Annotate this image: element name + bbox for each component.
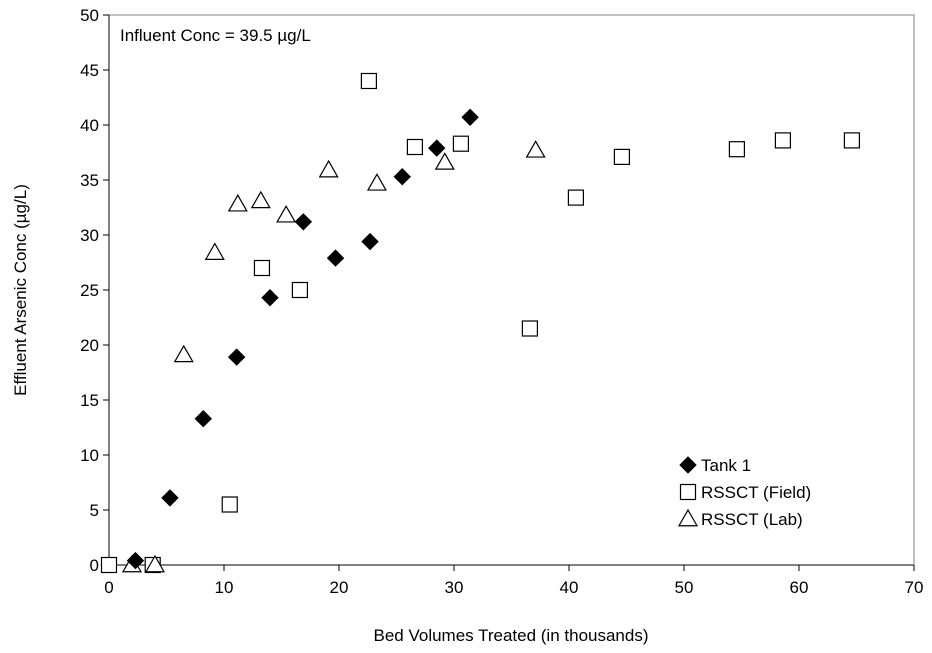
x-tick-label: 40 — [560, 578, 579, 597]
series-tank-1 — [126, 108, 479, 570]
tank-1-point — [194, 409, 213, 428]
rssct-field-point — [100, 556, 118, 574]
rssct-field-point — [728, 141, 746, 158]
rssct-field-point — [221, 496, 238, 513]
legend-label: RSSCT (Field) — [701, 483, 811, 502]
rssct-lab-point — [173, 344, 194, 363]
legend-label: Tank 1 — [701, 456, 751, 475]
rssct-lab-point — [525, 140, 546, 158]
data-marks — [100, 72, 861, 574]
rssct-lab-point — [250, 190, 271, 209]
y-tick-label: 35 — [80, 171, 99, 190]
tank-1-point — [393, 167, 411, 186]
tank-1-point — [361, 232, 379, 251]
rssct-lab-point — [318, 159, 339, 178]
y-tick-label: 40 — [80, 116, 99, 135]
annotation-influent-conc: Influent Conc = 39.5 µg/L — [120, 26, 311, 45]
rssct-field-point — [521, 320, 539, 337]
rssct-lab-point — [204, 242, 225, 260]
tank-1-point — [428, 139, 446, 157]
y-tick-label: 30 — [80, 226, 99, 245]
y-tick-label: 25 — [80, 281, 99, 300]
x-tick-label: 10 — [215, 578, 234, 597]
y-tick-label: 50 — [80, 6, 99, 25]
y-tick-label: 10 — [80, 446, 99, 465]
rssct-lab-point — [144, 554, 166, 573]
y-axis: 0 5 10 15 20 25 30 35 40 45 50 — [80, 6, 110, 575]
x-tick-label: 0 — [104, 578, 113, 597]
rssct-field-point — [406, 138, 423, 156]
y-tick-label: 5 — [90, 501, 99, 520]
tank-1-point — [161, 489, 179, 507]
legend-marker-rssct-lab — [677, 508, 699, 527]
plot-area — [108, 14, 915, 566]
rssct-field-point — [567, 189, 585, 206]
x-tick-label: 60 — [790, 578, 809, 597]
rssct-field-point — [253, 259, 271, 277]
tank-1-point — [294, 213, 313, 231]
rssct-field-point — [452, 135, 469, 152]
tank-1-point — [126, 551, 145, 570]
series-rssct-field — [100, 72, 861, 574]
x-tick-label: 30 — [445, 578, 464, 597]
x-axis-title: Bed Volumes Treated (in thousands) — [374, 626, 649, 645]
tank-1-point — [261, 288, 279, 307]
x-tick-label: 70 — [905, 578, 924, 597]
tank-1-point — [227, 348, 246, 366]
rssct-field-point — [774, 132, 792, 149]
rssct-field-point — [843, 132, 861, 149]
rssct-field-point — [360, 72, 377, 90]
x-tick-label: 20 — [330, 578, 349, 597]
legend: Tank 1 RSSCT (Field) RSSCT (Lab) — [677, 456, 811, 529]
tank-1-point — [326, 249, 345, 267]
y-tick-label: 0 — [90, 556, 99, 575]
tank-1-point — [461, 108, 479, 127]
x-axis: 0 10 20 30 40 50 60 70 — [104, 564, 924, 597]
legend-label: RSSCT (Lab) — [701, 510, 803, 529]
y-tick-label: 20 — [80, 336, 99, 355]
rssct-lab-point — [227, 193, 248, 212]
legend-marker-rssct-field — [679, 483, 697, 501]
rssct-lab-point — [366, 173, 387, 191]
rssct-lab-point — [276, 204, 297, 223]
rssct-lab-point — [434, 152, 455, 170]
y-axis-title: Effluent Arsenic Conc (µg/L) — [11, 184, 30, 396]
legend-marker-tank-1 — [679, 456, 697, 474]
y-tick-label: 45 — [80, 61, 99, 80]
x-tick-label: 50 — [675, 578, 694, 597]
rssct-field-point — [291, 281, 308, 299]
rssct-field-point — [613, 148, 631, 165]
y-tick-label: 15 — [80, 391, 99, 410]
